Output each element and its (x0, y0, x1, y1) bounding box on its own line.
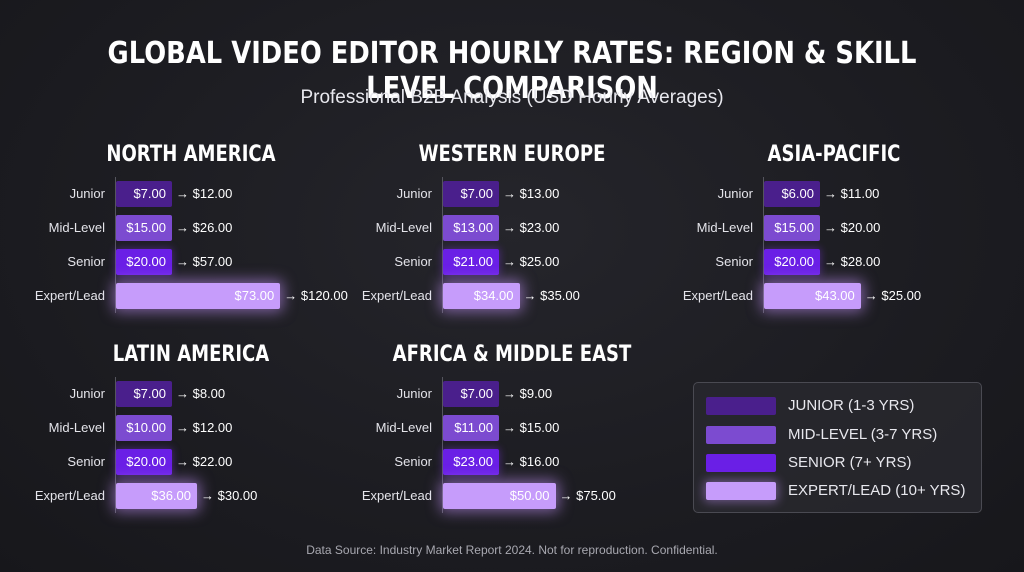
category-label: Mid-Level (375, 420, 432, 435)
target-label: → $35.00 (523, 288, 580, 303)
axis-line-north-america (115, 177, 116, 313)
bar-western-europe-mid-level: $13.00 (443, 215, 499, 241)
target-label: → $9.00 (503, 386, 553, 401)
category-label: Expert/Lead (682, 288, 753, 303)
target-label: → $16.00 (503, 454, 560, 469)
category-label: Junior (396, 186, 432, 201)
chart-title-latin-america: LATIN AMERICA (112, 342, 270, 367)
bar-western-europe-senior: $21.00 (443, 249, 499, 275)
bar-africa-middle-east-junior: $7.00 (443, 381, 499, 407)
bar-asia-pacific-expert-lead: $43.00 (764, 283, 861, 309)
bar-latin-america-expert-lead: $36.00 (116, 483, 197, 509)
legend-label-senior: SENIOR (7+ YRS) (788, 454, 912, 471)
bar-africa-middle-east-senior: $23.00 (443, 449, 499, 475)
bar-asia-pacific-mid-level: $15.00 (764, 215, 820, 241)
target-label: → $120.00 (284, 288, 348, 303)
footer-note: Data Source: Industry Market Report 2024… (306, 543, 718, 557)
category-label: Mid-Level (48, 420, 105, 435)
category-label: Senior (67, 254, 105, 269)
page-title: GLOBAL VIDEO EDITOR HOURLY RATES: REGION… (107, 36, 917, 106)
axis-line-latin-america (115, 377, 116, 513)
category-label: Expert/Lead (34, 288, 105, 303)
target-label: → $23.00 (503, 220, 560, 235)
bar-north-america-expert-lead: $73.00 (116, 283, 281, 309)
bar-north-america-junior: $7.00 (116, 181, 172, 207)
category-label: Senior (715, 254, 753, 269)
axis-line-asia-pacific (763, 177, 764, 313)
legend-swatch-senior (706, 454, 776, 472)
target-label: → $13.00 (503, 186, 560, 201)
legend-label-mid-level: MID-LEVEL (3-7 YRS) (788, 426, 938, 443)
bar-western-europe-expert-lead: $34.00 (443, 283, 520, 309)
target-label: → $30.00 (201, 488, 258, 503)
target-label: → $25.00 (864, 288, 922, 303)
target-label: → $12.00 (176, 186, 233, 201)
bar-asia-pacific-senior: $20.00 (764, 249, 820, 275)
category-label: Senior (394, 454, 432, 469)
target-label: → $20.00 (824, 220, 881, 235)
category-label: Expert/Lead (361, 488, 432, 503)
category-label: Mid-Level (696, 220, 753, 235)
bar-africa-middle-east-expert-lead: $50.00 (443, 483, 556, 509)
target-label: → $75.00 (559, 488, 616, 503)
bar-north-america-mid-level: $15.00 (116, 215, 172, 241)
chart-title-africa-middle-east: AFRICA & MIDDLE EAST (392, 342, 632, 367)
target-label: → $25.00 (503, 254, 560, 269)
target-label: → $26.00 (176, 220, 233, 235)
target-label: → $11.00 (824, 186, 880, 201)
category-label: Junior (69, 186, 105, 201)
legend-swatch-expert-lead (706, 482, 776, 500)
legend-label-junior: JUNIOR (1-3 YRS) (788, 397, 915, 414)
category-label: Junior (717, 186, 753, 201)
chart-title-asia-pacific: ASIA-PACIFIC (767, 142, 901, 167)
legend-label-expert-lead: EXPERT/LEAD (10+ YRS) (788, 482, 966, 499)
axis-line-western-europe (442, 177, 443, 313)
category-label: Expert/Lead (34, 488, 105, 503)
category-label: Mid-Level (375, 220, 432, 235)
legend: JUNIOR (1-3 YRS) MID-LEVEL (3-7 YRS) SEN… (693, 382, 982, 513)
bar-latin-america-mid-level: $10.00 (116, 415, 172, 441)
bar-western-europe-junior: $7.00 (443, 181, 499, 207)
category-label: Junior (396, 386, 432, 401)
target-label: → $57.00 (176, 254, 233, 269)
category-label: Expert/Lead (361, 288, 432, 303)
category-label: Senior (394, 254, 432, 269)
bar-africa-middle-east-mid-level: $11.00 (443, 415, 499, 441)
target-label: → $15.00 (503, 420, 560, 435)
chart-title-western-europe: WESTERN EUROPE (418, 142, 606, 167)
legend-swatch-mid-level (706, 426, 776, 444)
target-label: → $12.00 (176, 420, 233, 435)
bar-latin-america-junior: $7.00 (116, 381, 172, 407)
target-label: → $8.00 (176, 386, 226, 401)
bar-north-america-senior: $20.00 (116, 249, 172, 275)
category-label: Mid-Level (48, 220, 105, 235)
category-label: Junior (69, 386, 105, 401)
page-subtitle: Professional B2B Analysis (USD Hourly Av… (300, 87, 724, 108)
target-label: → $22.00 (176, 454, 233, 469)
bar-asia-pacific-junior: $6.00 (764, 181, 820, 207)
chart-title-north-america: NORTH AMERICA (106, 142, 276, 167)
axis-line-africa-middle-east (442, 377, 443, 513)
legend-swatch-junior (706, 397, 776, 415)
bar-latin-america-senior: $20.00 (116, 449, 172, 475)
target-label: → $28.00 (824, 254, 881, 269)
category-label: Senior (67, 454, 105, 469)
